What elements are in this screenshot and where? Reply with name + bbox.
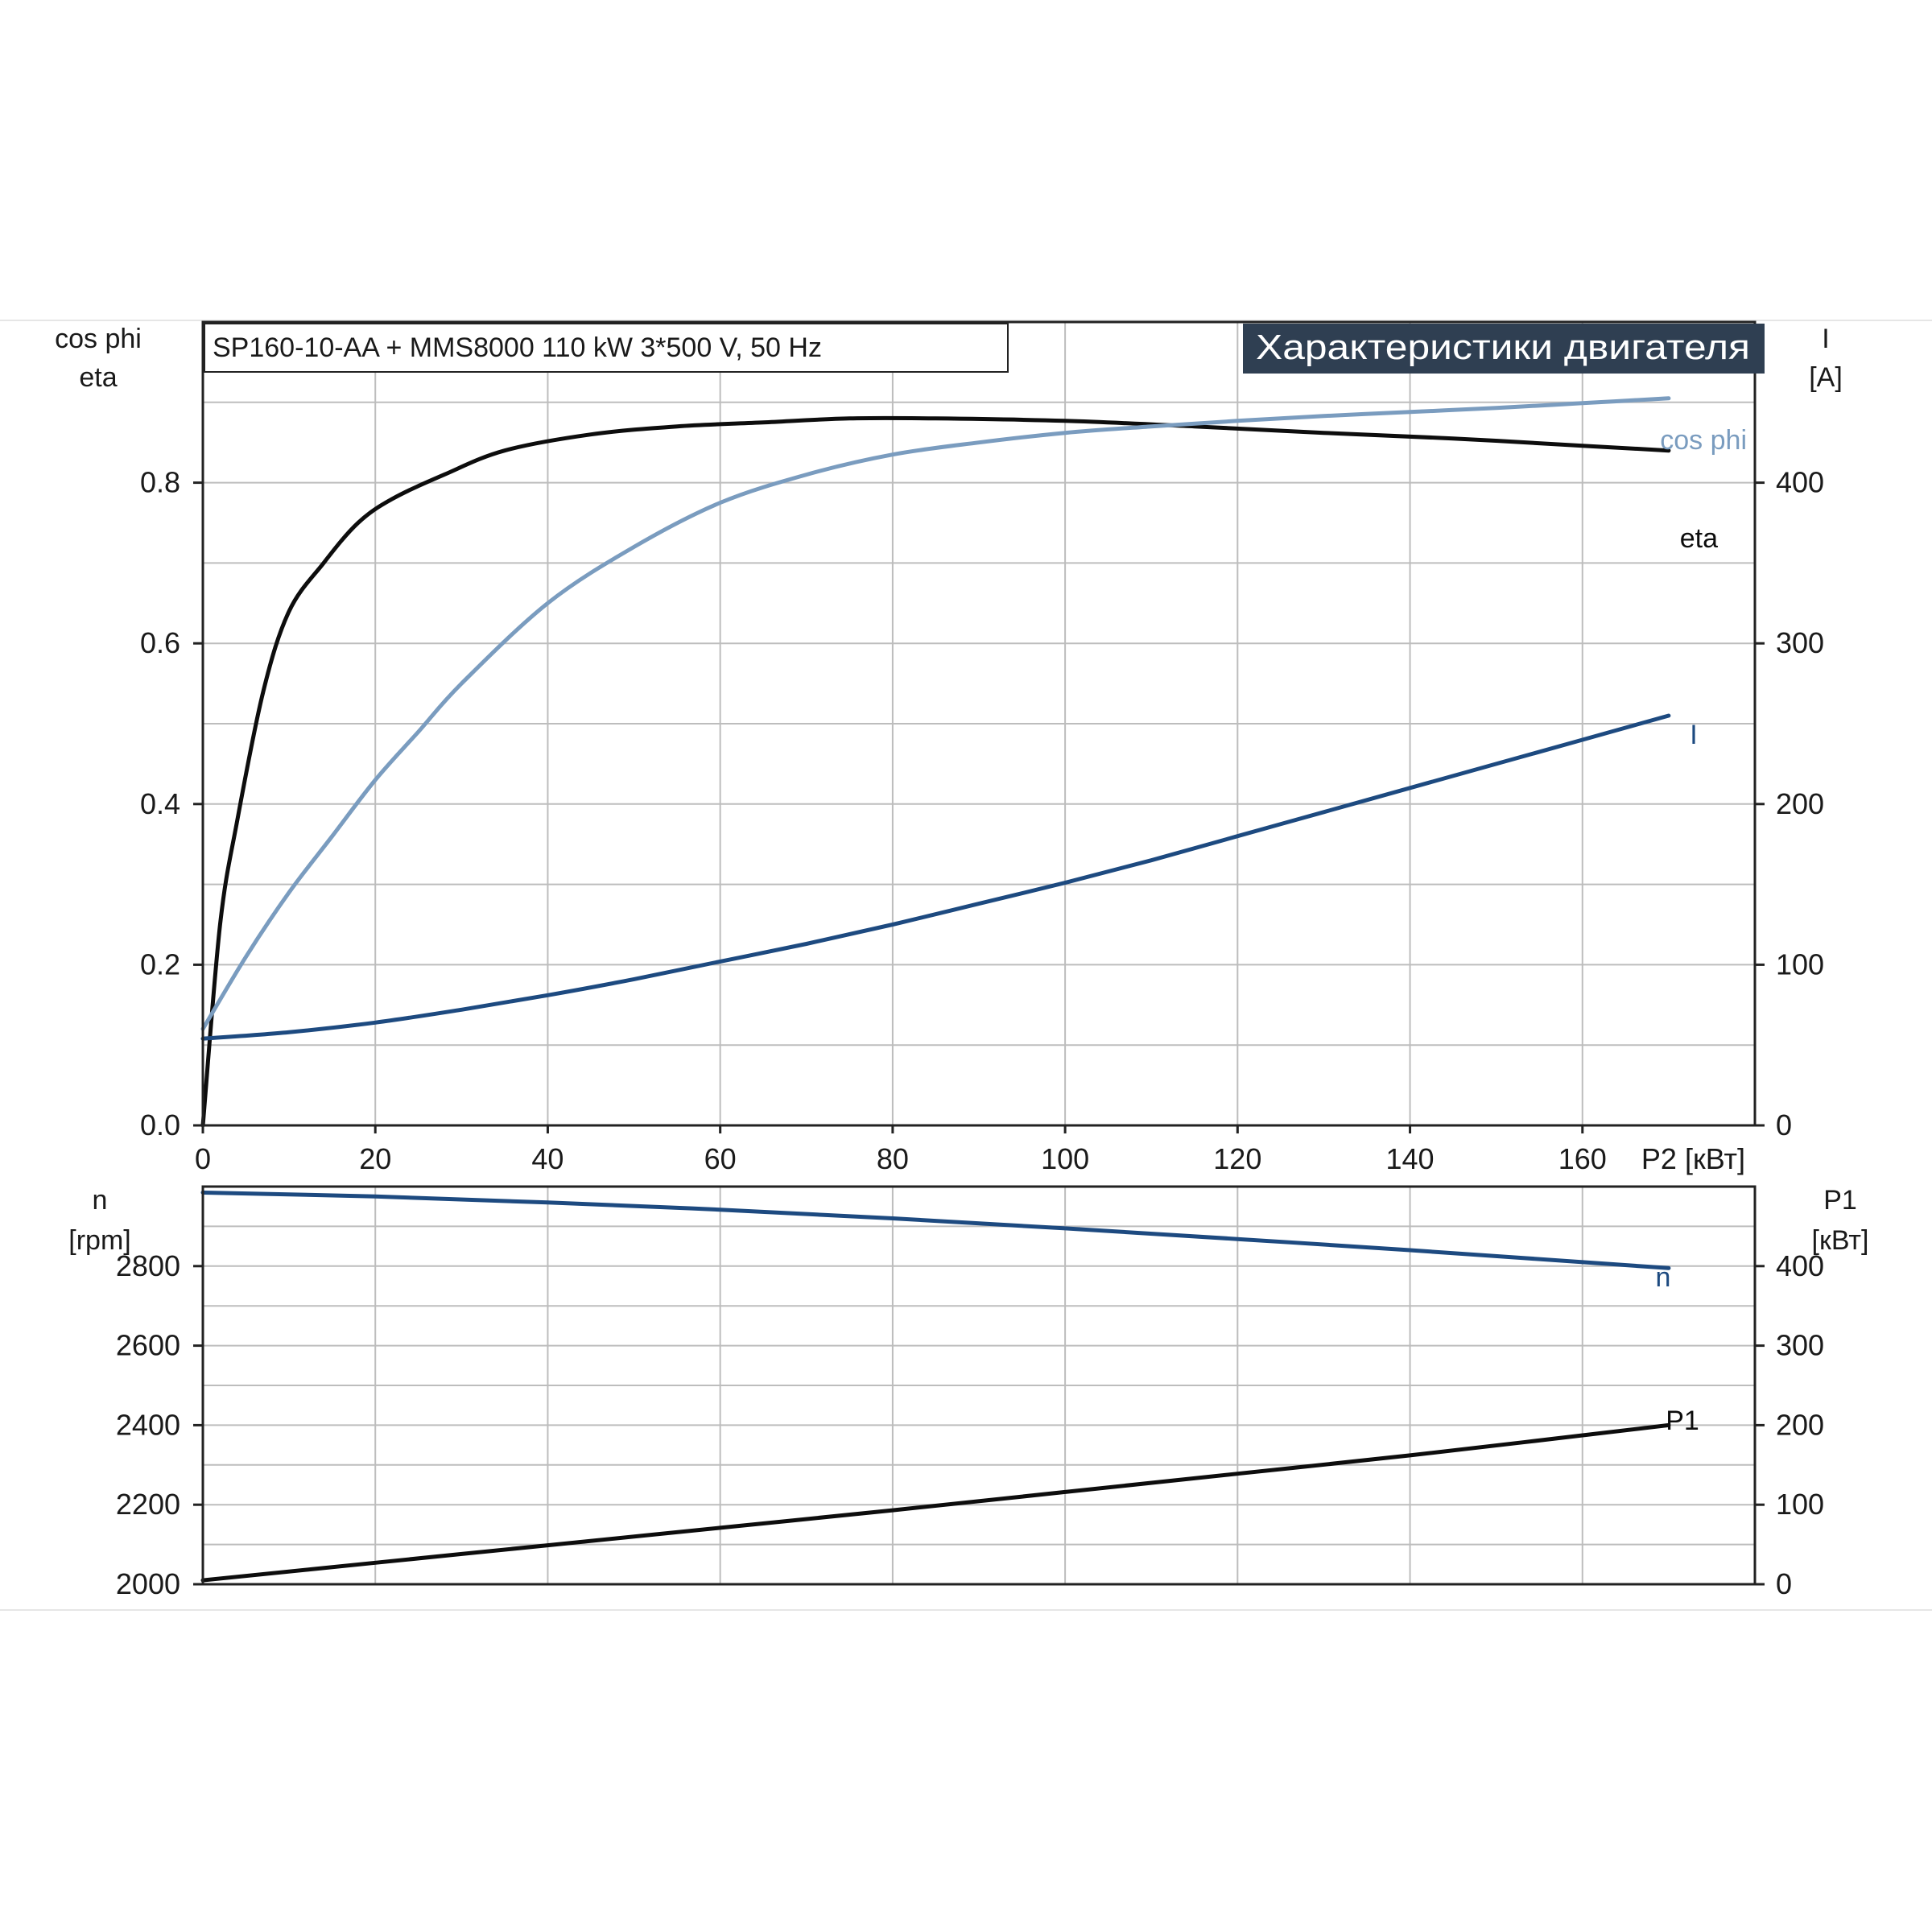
lower-left-y-ticks: 2000 2200 2400 2600 2800 xyxy=(116,1249,203,1600)
x-tick-label: 160 xyxy=(1558,1142,1607,1175)
speed-series-label: n xyxy=(1656,1262,1671,1293)
lower-right-axis-title-line1: P1 xyxy=(1823,1185,1857,1216)
upper-left-axis-title-line2: eta xyxy=(79,362,117,393)
upper-right-axis-title-line1: I xyxy=(1822,324,1829,354)
x-tick-label: 40 xyxy=(531,1142,564,1175)
right-tick-label: 0 xyxy=(1776,1567,1792,1600)
lower-grid xyxy=(203,1187,1755,1584)
model-box xyxy=(204,323,1009,373)
right-tick-label: 100 xyxy=(1776,947,1824,980)
x-tick-label: 60 xyxy=(704,1142,737,1175)
upper-plot-frame xyxy=(201,320,1757,1127)
lower-series xyxy=(200,1190,1671,1583)
right-tick-label: 400 xyxy=(1776,466,1824,499)
upper-x-ticks: 0 20 40 60 80 100 120 140 160 xyxy=(195,1125,1607,1175)
right-tick-label: 300 xyxy=(1776,1329,1824,1362)
cos-phi-series-line xyxy=(200,396,1671,1031)
eta-series-line xyxy=(200,415,1671,1128)
x-tick-label: 100 xyxy=(1041,1142,1089,1175)
lower-left-axis-title-line2: [rpm] xyxy=(68,1225,130,1256)
section-title: Характеристики двигателя xyxy=(1256,328,1750,367)
upper-right-axis-title-line2: [A] xyxy=(1809,362,1843,393)
right-tick-label: 200 xyxy=(1776,787,1824,820)
left-tick-label: 0.4 xyxy=(140,787,180,820)
upper-plot: 0 20 40 60 80 100 120 140 160 0.0 0.2 0.4 0.6 0.8 0 1… xyxy=(55,320,1843,1175)
x-tick-label: 120 xyxy=(1213,1142,1261,1175)
section-title-badge xyxy=(1243,324,1765,374)
right-tick-label: 300 xyxy=(1776,626,1824,659)
model-title: SP160-10-AA + MMS8000 110 kW 3*500 V, 50… xyxy=(213,332,822,363)
current-series-label: I xyxy=(1690,720,1697,750)
upper-left-axis-title-line1: cos phi xyxy=(55,324,142,354)
left-tick-label: 0.2 xyxy=(140,947,180,980)
left-tick-label: 0.8 xyxy=(140,466,180,499)
x-tick-label: 20 xyxy=(359,1142,391,1175)
x-tick-label: 140 xyxy=(1386,1142,1435,1175)
x-tick-label: 0 xyxy=(195,1142,211,1175)
left-tick-label: 0.0 xyxy=(140,1108,180,1141)
right-tick-label: 400 xyxy=(1776,1249,1824,1282)
lower-plot: 2000 2200 2400 2600 2800 0 100 200 300 400 n [rp… xyxy=(68,1185,1868,1600)
lower-right-y-ticks: 0 100 200 300 400 xyxy=(1755,1249,1824,1600)
x-tick-label: 80 xyxy=(877,1142,909,1175)
cos-phi-series-label: cos phi xyxy=(1660,425,1747,456)
eta-series-label: eta xyxy=(1680,523,1718,554)
lower-plot-frame xyxy=(201,1185,1757,1586)
left-tick-label: 2200 xyxy=(116,1488,180,1521)
right-tick-label: 200 xyxy=(1776,1408,1824,1441)
lower-right-axis-title-line2: [кВт] xyxy=(1812,1225,1869,1256)
left-tick-label: 2000 xyxy=(116,1567,180,1600)
left-tick-label: 2800 xyxy=(116,1249,180,1282)
left-tick-label: 0.6 xyxy=(140,626,180,659)
p1-series-label: P1 xyxy=(1666,1406,1699,1436)
upper-series xyxy=(200,396,1671,1128)
upper-left-y-ticks: 0.0 0.2 0.4 0.6 0.8 xyxy=(140,466,203,1141)
n-series-line xyxy=(200,1190,1671,1270)
upper-x-axis-title: P2 [кВт] xyxy=(1641,1142,1745,1175)
lower-left-axis-title-line1: n xyxy=(93,1185,108,1216)
right-tick-label: 100 xyxy=(1776,1488,1824,1521)
left-tick-label: 2400 xyxy=(116,1408,180,1441)
upper-right-y-ticks: 0 100 200 300 400 xyxy=(1755,466,1824,1141)
right-tick-label: 0 xyxy=(1776,1108,1792,1141)
i-series-line xyxy=(200,713,1671,1041)
p1-series-line xyxy=(200,1422,1671,1583)
left-tick-label: 2600 xyxy=(116,1329,180,1362)
